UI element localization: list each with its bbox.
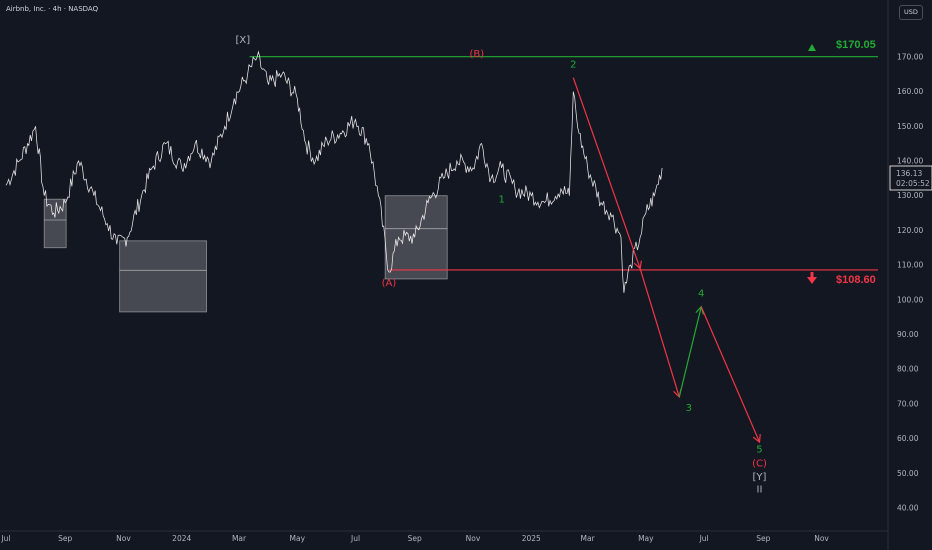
consolidation-zones <box>43 195 448 313</box>
price-tick-label: 90.00 <box>897 330 919 339</box>
horizontal-levels <box>249 56 878 271</box>
wave-label: II <box>757 484 763 495</box>
price-tick-label: 130.00 <box>897 191 923 200</box>
wave-label: 3 <box>686 403 692 414</box>
projection-leg <box>639 268 680 398</box>
projection-leg <box>678 306 702 398</box>
time-tick-label: Sep <box>58 534 72 543</box>
lower-level-label: $108.60 <box>836 274 876 286</box>
time-tick-label: Mar <box>581 534 596 543</box>
wave-label: 1 <box>498 195 504 206</box>
wave-label: [X] <box>236 35 251 46</box>
bar-countdown: 02:05:52 <box>896 179 930 188</box>
last-price-tag: 136.13 02:05:52 <box>889 165 932 191</box>
time-tick-label: 2025 <box>522 534 541 543</box>
price-tick-label: 100.00 <box>897 295 923 304</box>
wave-label: [Y] <box>753 472 767 483</box>
projection-arrowhead <box>752 434 761 444</box>
consolidation-box <box>119 240 207 313</box>
price-tick-label: 110.00 <box>897 261 923 270</box>
projection-leg <box>572 77 641 269</box>
wave-label: (B) <box>469 49 484 60</box>
price-tick-label: 170.00 <box>897 52 923 61</box>
price-axis[interactable]: 40.00 50.00 60.00 70.00 80.00 90.00 100.00 110.… <box>897 52 923 512</box>
projection-leg <box>700 306 761 443</box>
price-tick-label: 120.00 <box>897 226 923 235</box>
time-tick-label: Mar <box>232 534 247 543</box>
consolidation-box <box>43 198 67 249</box>
price-tag-box <box>889 165 932 191</box>
wave-label: 2 <box>570 59 576 70</box>
last-price: 136.13 <box>896 169 922 178</box>
wave-label: 4 <box>698 288 704 299</box>
wave-labels: [X] (B) 2 1 (A) 4 3 5 (C) [Y]II <box>236 35 767 495</box>
upper-level-marker: $170.05 <box>808 39 876 51</box>
symbol-header[interactable]: Airbnb, Inc. · 4h · NASDAQ <box>6 5 99 13</box>
consolidation-box <box>384 195 448 280</box>
time-tick-label: Jul <box>0 534 10 543</box>
down-arrow-stem <box>810 272 814 277</box>
time-tick-label: May <box>638 534 654 543</box>
price-line <box>5 50 663 293</box>
down-arrow-icon <box>807 277 817 284</box>
time-tick-label: Jul <box>699 534 709 543</box>
time-tick-label: 2024 <box>172 534 191 543</box>
time-tick-label: Nov <box>466 534 481 543</box>
currency-button[interactable]: USD <box>899 5 923 20</box>
price-tick-label: 160.00 <box>897 87 923 96</box>
lower-level-marker: $108.60 <box>807 272 876 286</box>
up-arrow-stem <box>810 46 814 51</box>
time-axis[interactable]: Jul Sep Nov 2024 Mar May Jul Sep Nov 2025 Mar May Ju… <box>0 534 829 543</box>
time-tick-label: Jul <box>350 534 360 543</box>
time-tick-label: Sep <box>756 534 770 543</box>
wave-projection <box>572 77 761 444</box>
wave-label: (A) <box>382 278 397 289</box>
price-tick-label: 40.00 <box>897 504 919 513</box>
price-series <box>5 50 663 293</box>
price-tick-label: 140.00 <box>897 157 923 166</box>
wave-label: 5 <box>756 444 762 455</box>
time-tick-label: Nov <box>814 534 829 543</box>
price-tick-label: 70.00 <box>897 399 919 408</box>
upper-level-label: $170.05 <box>836 39 876 51</box>
time-tick-label: Sep <box>408 534 422 543</box>
time-tick-label: May <box>290 534 306 543</box>
price-tick-label: 80.00 <box>897 365 919 374</box>
wave-label: (C) <box>752 458 767 469</box>
price-tick-label: 60.00 <box>897 434 919 443</box>
time-tick-label: Nov <box>116 534 131 543</box>
price-tick-label: 50.00 <box>897 469 919 478</box>
price-tick-label: 150.00 <box>897 122 923 131</box>
